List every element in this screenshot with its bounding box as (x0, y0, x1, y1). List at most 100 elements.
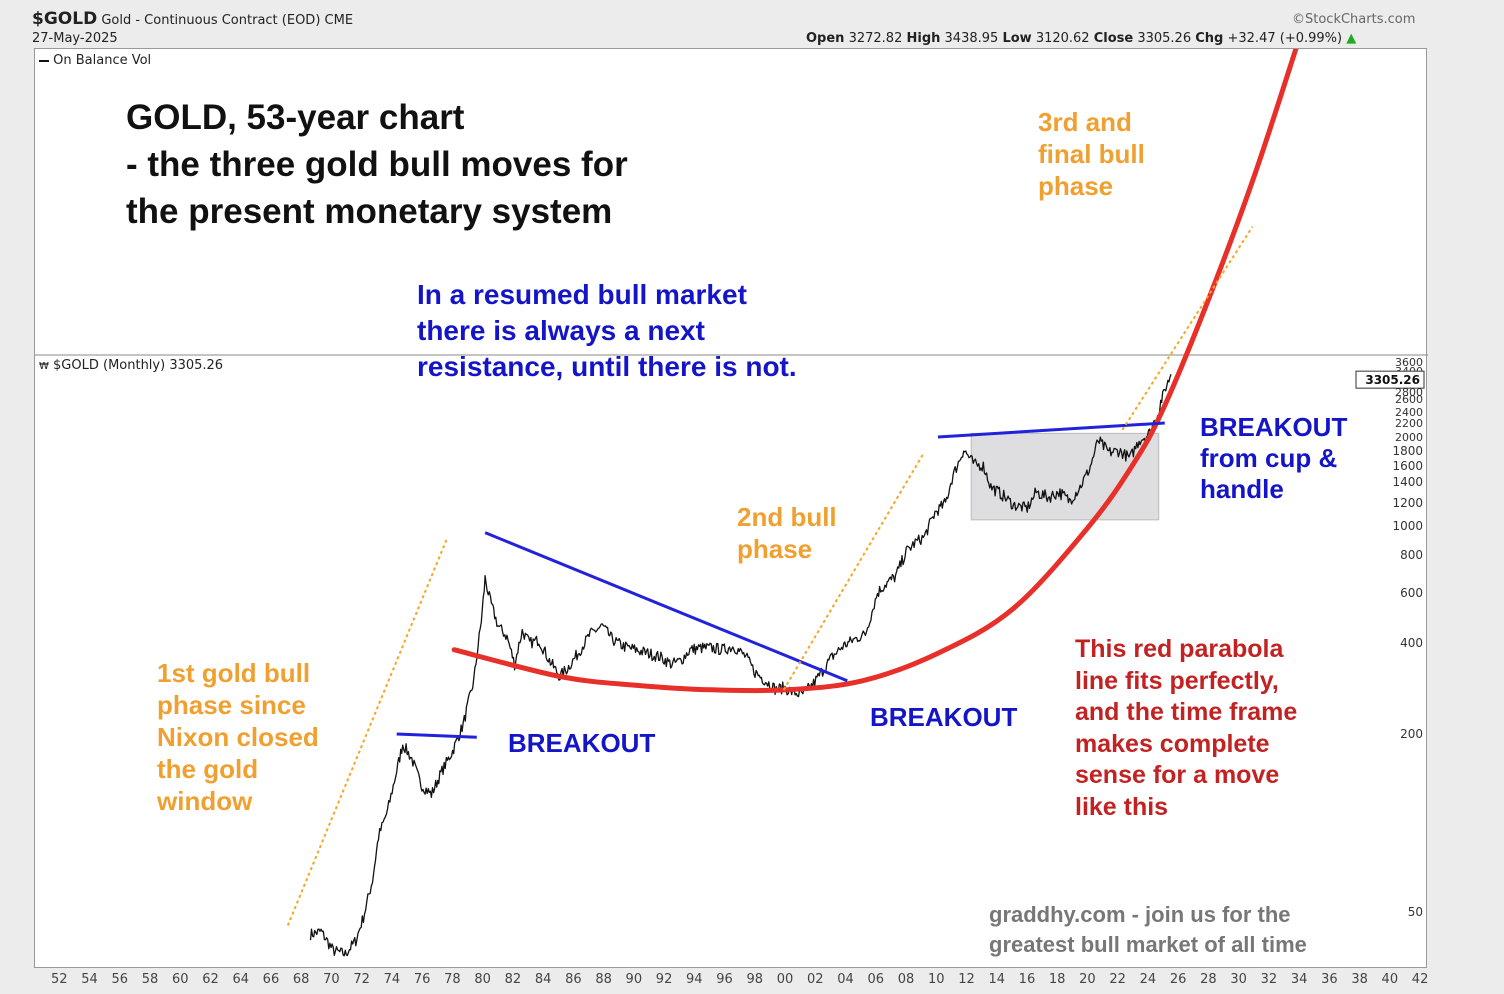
x-tick-label: 36 (1321, 972, 1338, 987)
x-tick-label: 54 (81, 972, 98, 987)
open-value: 3272.82 (848, 31, 903, 46)
x-tick-label: 68 (292, 972, 310, 987)
last-price-tag-box (1355, 370, 1425, 389)
high-label: High (906, 31, 941, 46)
x-tick-label: 18 (1048, 972, 1066, 987)
last-price-tag: 3305.26 (1365, 373, 1420, 387)
phase1-line-3: Nixon closed (157, 722, 319, 752)
x-tick-label: 02 (807, 972, 824, 987)
resistance-line-3 (937, 421, 1165, 439)
open-label: Open (806, 31, 845, 46)
y-tick-label: 400 (1400, 636, 1423, 650)
chart-date: 27-May-2025 (32, 31, 118, 46)
title-line-3: the present monetary system (126, 192, 613, 231)
y-tick-label: 2400 (1395, 406, 1423, 419)
price-panel-legend: ₩ $GOLD (Monthly) 3305.26 (39, 358, 223, 373)
phase1-line-4: the gold (157, 754, 259, 784)
y-tick-label: 1800 (1392, 444, 1423, 458)
y-tick-label: 1000 (1392, 519, 1423, 533)
y-tick-label: 2600 (1395, 393, 1423, 406)
y-tick-label: 800 (1400, 548, 1423, 562)
y-tick-label: 2200 (1395, 417, 1423, 430)
close-label: Close (1093, 31, 1134, 46)
x-tick-label: 30 (1230, 972, 1247, 987)
resistance-line-1 (484, 531, 848, 683)
x-tick-label: 66 (262, 972, 280, 987)
footer-note: graddhy.com - join us for the greatest b… (989, 900, 1307, 960)
x-tick-label: 78 (444, 972, 461, 987)
chart-area: 3600340030002800260024002200200018001600… (34, 48, 1428, 968)
x-tick-label: 42 (1411, 972, 1429, 987)
x-tick-label: 80 (474, 972, 491, 987)
x-tick-label: 10 (927, 972, 945, 987)
chg-up-icon: ▲ (1346, 31, 1357, 46)
title-line-1: GOLD, 53-year chart (126, 98, 465, 137)
x-tick-label: 84 (534, 972, 552, 987)
phase2-note: 2nd bull phase (737, 501, 837, 565)
x-tick-label: 58 (141, 972, 159, 987)
x-tick-label: 86 (565, 972, 582, 987)
phase3-note: 3rd and final bull phase (1038, 106, 1145, 202)
chart-title: GOLD, 53-year chart - the three gold bul… (126, 94, 628, 235)
x-tick-label: 14 (988, 972, 1005, 987)
y-tick-label: 1200 (1392, 496, 1423, 510)
phase3-line-3: phase (1038, 171, 1114, 201)
parabola-curve (451, 49, 1299, 694)
consolidation-box (970, 432, 1160, 521)
x-tick-label: 22 (1109, 972, 1126, 987)
y-tick-label: 50 (1408, 905, 1423, 919)
chart-svg: 3600340030002800260024002200200018001600… (35, 49, 1428, 957)
breakout3-line-3: handle (1200, 474, 1284, 504)
source-credit[interactable]: ©StockCharts.com (1292, 12, 1416, 27)
x-tick-label: 56 (111, 972, 129, 987)
chg-value: +32.47 (+0.99%) (1227, 31, 1343, 46)
x-tick-label: 60 (171, 972, 189, 987)
footer-line-2: greatest bull market of all time (989, 932, 1307, 957)
x-tick-label: 16 (1018, 972, 1036, 987)
breakout-3-note: BREAKOUT from cup & handle (1200, 412, 1347, 505)
breakout3-line-2: from cup & (1200, 443, 1338, 473)
resumed-line-3: resistance, until there is not. (417, 351, 797, 382)
phase-trend-line-2 (782, 454, 924, 691)
high-value: 3438.95 (944, 31, 999, 46)
symbol: $GOLD (32, 9, 98, 29)
x-tick-label: 24 (1139, 972, 1157, 987)
resumed-note: In a resumed bull market there is always… (417, 277, 797, 385)
x-tick-label: 20 (1079, 972, 1096, 987)
x-tick-label: 32 (1260, 972, 1278, 987)
low-value: 3120.62 (1035, 31, 1090, 46)
phase1-note: 1st gold bull phase since Nixon closed t… (157, 657, 319, 817)
x-tick-label: 96 (716, 972, 733, 987)
x-tick-label: 90 (625, 972, 643, 987)
x-tick-label: 92 (655, 972, 673, 987)
footer-line-1: graddhy.com - join us for the (989, 902, 1291, 927)
exchange: CME (324, 13, 354, 28)
phase2-line-2: phase (737, 534, 813, 564)
x-tick-label: 52 (51, 972, 68, 987)
price-bar-icon: ₩ (39, 361, 49, 372)
close-value: 3305.26 (1137, 31, 1192, 46)
price-panel-label: $GOLD (Monthly) 3305.26 (53, 358, 224, 373)
x-tick-label: 88 (595, 972, 612, 987)
parabola-line-5: sense for a move (1075, 761, 1280, 789)
x-tick-label: 26 (1169, 972, 1187, 987)
x-tick-label: 74 (383, 972, 401, 987)
phase3-line-1: 3rd and (1038, 107, 1132, 137)
parabola-line-6: like this (1075, 792, 1169, 821)
breakout3-line-1: BREAKOUT (1200, 412, 1348, 442)
phase1-line-1: 1st gold bull (157, 658, 311, 688)
y-tick-label: 3600 (1395, 356, 1423, 369)
phase3-line-2: final bull (1038, 139, 1145, 169)
phase1-line-2: phase since (157, 690, 306, 720)
resistance-line-2 (396, 732, 477, 739)
x-tick-label: 12 (958, 972, 975, 987)
price-line (309, 373, 1172, 957)
indicator-label: On Balance Vol (53, 53, 152, 68)
legend-line-icon (39, 59, 49, 62)
ohlc-readout: Open 3272.82 High 3438.95 Low 3120.62 Cl… (806, 31, 1356, 46)
symbol-description: Gold - Continuous Contract (EOD) (101, 13, 321, 28)
y-tick-label: 600 (1400, 586, 1423, 600)
parabola-line-3: and the time frame (1075, 698, 1298, 726)
phase1-line-5: window (157, 786, 253, 816)
x-tick-label: 82 (504, 972, 522, 987)
